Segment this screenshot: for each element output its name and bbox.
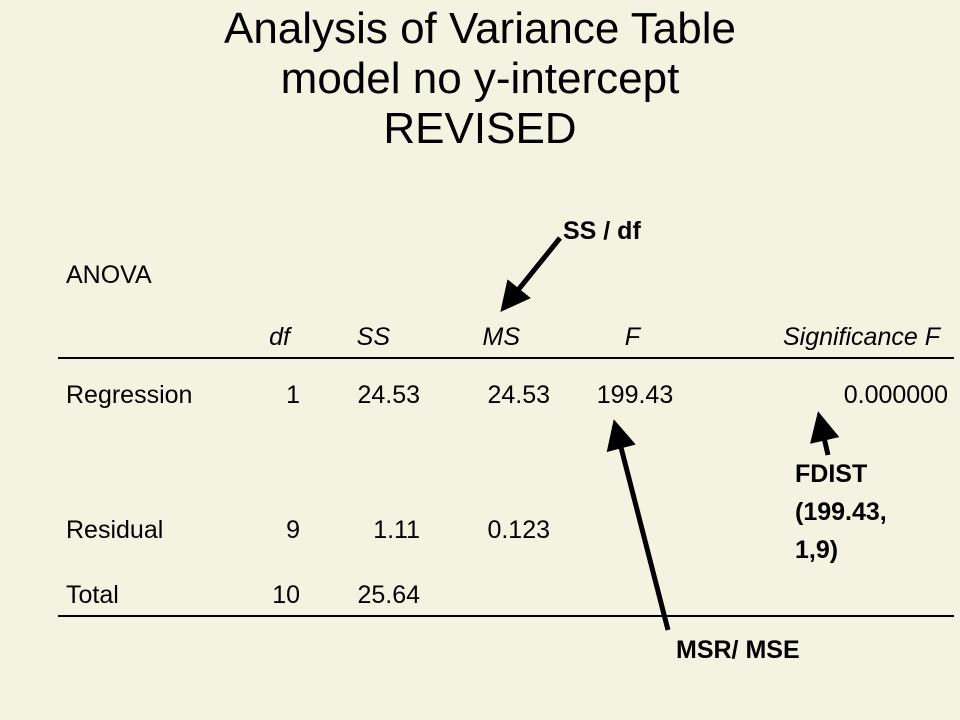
fdist-line-3: 1,9) xyxy=(795,536,839,564)
row-label-residual: Residual xyxy=(66,516,164,544)
slide-title: Analysis of Variance Table model no y-in… xyxy=(0,4,960,154)
cell-residual-df: 9 xyxy=(286,516,300,544)
cell-regression-f: 199.43 xyxy=(596,381,674,409)
header-df: df xyxy=(269,323,290,351)
header-ms: MS xyxy=(482,323,521,351)
annotation-ss-over-df: SS / df xyxy=(563,217,641,245)
header-significance-f: Significance F xyxy=(782,323,940,351)
cell-regression-df: 1 xyxy=(286,381,300,409)
cell-regression-significance: 0.000000 xyxy=(843,381,948,409)
title-line-3: REVISED xyxy=(383,104,577,153)
fdist-line-2: (199.43, xyxy=(795,498,887,526)
header-rule xyxy=(58,357,954,359)
arrow-to-significance xyxy=(810,411,840,456)
arrow-to-f xyxy=(606,419,671,631)
cell-regression-ms: 24.53 xyxy=(487,381,550,409)
fdist-line-1: FDIST xyxy=(795,460,868,488)
cell-total-df: 10 xyxy=(272,581,300,609)
row-label-total: Total xyxy=(66,581,119,609)
cell-residual-ms: 0.123 xyxy=(487,516,550,544)
annotation-msr-over-mse: MSR/ MSE xyxy=(676,636,800,664)
cell-residual-ss: 1.11 xyxy=(373,516,420,544)
header-f: F xyxy=(624,323,640,351)
cell-total-ss: 25.64 xyxy=(357,581,420,609)
annotation-fdist: FDIST (199.43, 1,9) xyxy=(795,455,887,569)
title-line-2: model no y-intercept xyxy=(280,54,680,103)
table-caption: ANOVA xyxy=(66,261,152,289)
arrow-to-ms xyxy=(500,236,562,313)
bottom-rule xyxy=(58,615,954,617)
title-line-1: Analysis of Variance Table xyxy=(224,4,736,53)
cell-regression-ss: 24.53 xyxy=(357,381,420,409)
row-label-regression: Regression xyxy=(66,381,193,409)
header-ss: SS xyxy=(356,323,390,351)
